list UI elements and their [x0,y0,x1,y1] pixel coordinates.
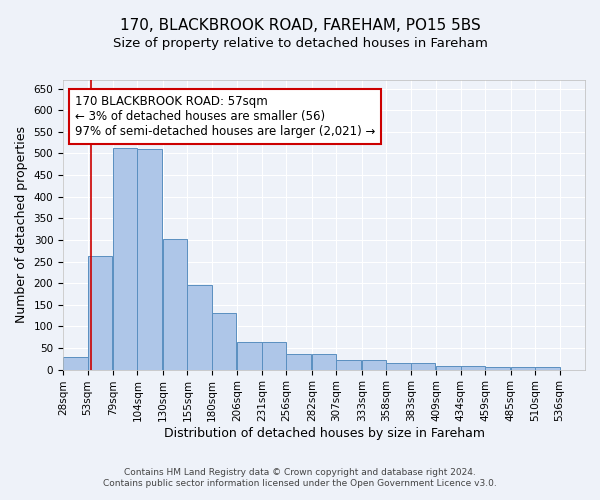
Text: 170, BLACKBROOK ROAD, FAREHAM, PO15 5BS: 170, BLACKBROOK ROAD, FAREHAM, PO15 5BS [119,18,481,32]
Bar [137,149,162,370]
Bar [386,363,410,370]
Bar [336,360,361,370]
Text: Contains HM Land Registry data © Crown copyright and database right 2024.
Contai: Contains HM Land Registry data © Crown c… [103,468,497,487]
Bar [286,354,311,370]
Bar [212,312,236,370]
Bar [362,360,386,370]
X-axis label: Distribution of detached houses by size in Fareham: Distribution of detached houses by size … [164,427,485,440]
Bar [312,354,336,370]
Bar [485,368,509,370]
Text: 170 BLACKBROOK ROAD: 57sqm
← 3% of detached houses are smaller (56)
97% of semi-: 170 BLACKBROOK ROAD: 57sqm ← 3% of detac… [75,95,375,138]
Bar [511,367,535,370]
Bar [163,239,187,370]
Bar [63,356,88,370]
Bar [436,366,461,370]
Bar [262,342,286,369]
Bar [187,285,212,370]
Bar [461,366,485,370]
Bar [88,256,112,370]
Y-axis label: Number of detached properties: Number of detached properties [15,126,28,324]
Bar [535,367,560,370]
Bar [238,342,262,369]
Text: Size of property relative to detached houses in Fareham: Size of property relative to detached ho… [113,38,487,51]
Bar [410,363,435,370]
Bar [113,148,137,370]
